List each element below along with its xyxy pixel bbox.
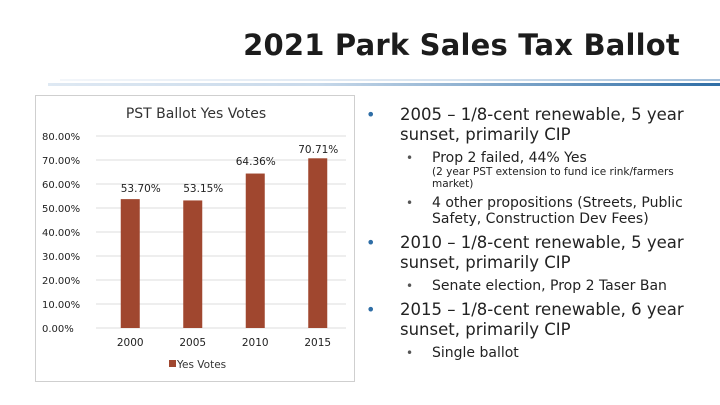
bullet-icon: • bbox=[366, 233, 376, 252]
y-tick-label: 30.00% bbox=[42, 252, 80, 263]
sub-bullet-item: • Senate election, Prop 2 Taser Ban bbox=[366, 278, 716, 294]
sub-bullet-text: 4 other propositions (Streets, Public Sa… bbox=[432, 195, 683, 227]
bullet-item: • 2010 – 1/8-cent renewable, 5 year sunse… bbox=[366, 233, 716, 273]
y-tick-label: 50.00% bbox=[42, 204, 80, 215]
sub-bullet-text: Single ballot bbox=[432, 345, 519, 361]
sub-bullet-item: • Single ballot bbox=[366, 345, 716, 361]
bar-2005 bbox=[183, 200, 203, 328]
legend-label: Yes Votes bbox=[176, 359, 226, 371]
chart-legend: Yes Votes bbox=[169, 359, 226, 371]
bullet-text: 2010 – 1/8-cent renewable, 5 year sunset… bbox=[400, 233, 684, 272]
y-tick-label: 0.00% bbox=[42, 324, 74, 335]
bar-2015 bbox=[308, 158, 328, 328]
bullet-item: • 2015 – 1/8-cent renewable, 6 year sunse… bbox=[366, 300, 716, 340]
sub-bullet-text: Senate election, Prop 2 Taser Ban bbox=[432, 278, 667, 294]
legend-swatch bbox=[169, 360, 176, 367]
chart-title: PST Ballot Yes Votes bbox=[126, 106, 266, 122]
bullet-icon: • bbox=[406, 346, 414, 360]
sub-bullet-item: • Prop 2 failed, 44% Yes bbox=[366, 150, 716, 166]
title-underline-light bbox=[60, 79, 720, 81]
bullet-text: 2005 – 1/8-cent renewable, 5 year sunset… bbox=[400, 105, 684, 144]
bullet-icon: • bbox=[406, 151, 414, 165]
chart-bars bbox=[120, 158, 328, 328]
x-tick-label: 2000 bbox=[117, 337, 144, 349]
bullet-icon: • bbox=[406, 279, 414, 293]
title-underline bbox=[48, 83, 720, 86]
data-label-2000: 53.70% bbox=[121, 183, 161, 195]
x-tick-label: 2010 bbox=[242, 337, 269, 349]
x-tick-label: 2015 bbox=[304, 337, 331, 349]
chart-data-labels: 53.70% 53.15% 64.36% 70.71% bbox=[121, 144, 339, 195]
y-tick-label: 80.00% bbox=[42, 132, 80, 143]
slide-title: 2021 Park Sales Tax Ballot bbox=[243, 28, 680, 62]
bar-chart: PST Ballot Yes Votes 0.00% 10.00% 20.00% 30… bbox=[42, 106, 346, 371]
sub-bullet-note: (2 year PST extension to fund ice rink/f… bbox=[432, 166, 674, 190]
bar-2010 bbox=[245, 173, 265, 328]
y-tick-label: 20.00% bbox=[42, 276, 80, 287]
y-tick-label: 70.00% bbox=[42, 156, 80, 167]
sub-bullet-item: • 4 other propositions (Streets, Public S… bbox=[366, 195, 716, 227]
sub-bullet-text: Prop 2 failed, 44% Yes bbox=[432, 150, 587, 166]
bullet-icon: • bbox=[366, 105, 376, 124]
bullet-text: 2015 – 1/8-cent renewable, 6 year sunset… bbox=[400, 300, 684, 339]
chart-y-axis: 0.00% 10.00% 20.00% 30.00% 40.00% 50.00% 60.00… bbox=[42, 132, 80, 335]
bullet-list: • 2005 – 1/8-cent renewable, 5 year sunse… bbox=[366, 105, 716, 361]
y-tick-label: 60.00% bbox=[42, 180, 80, 191]
bullet-icon: • bbox=[406, 196, 414, 210]
bullet-item: • 2005 – 1/8-cent renewable, 5 year sunse… bbox=[366, 105, 716, 145]
bar-2000 bbox=[120, 199, 140, 328]
y-tick-label: 10.00% bbox=[42, 300, 80, 311]
data-label-2005: 53.15% bbox=[183, 183, 223, 195]
y-tick-label: 40.00% bbox=[42, 228, 80, 239]
x-tick-label: 2005 bbox=[179, 337, 206, 349]
bullet-icon: • bbox=[366, 300, 376, 319]
chart-x-axis: 2000 2005 2010 2015 bbox=[117, 337, 331, 349]
data-label-2010: 64.36% bbox=[236, 156, 276, 168]
data-label-2015: 70.71% bbox=[298, 144, 338, 156]
chart-frame: PST Ballot Yes Votes 0.00% 10.00% 20.00% 30… bbox=[35, 95, 355, 382]
